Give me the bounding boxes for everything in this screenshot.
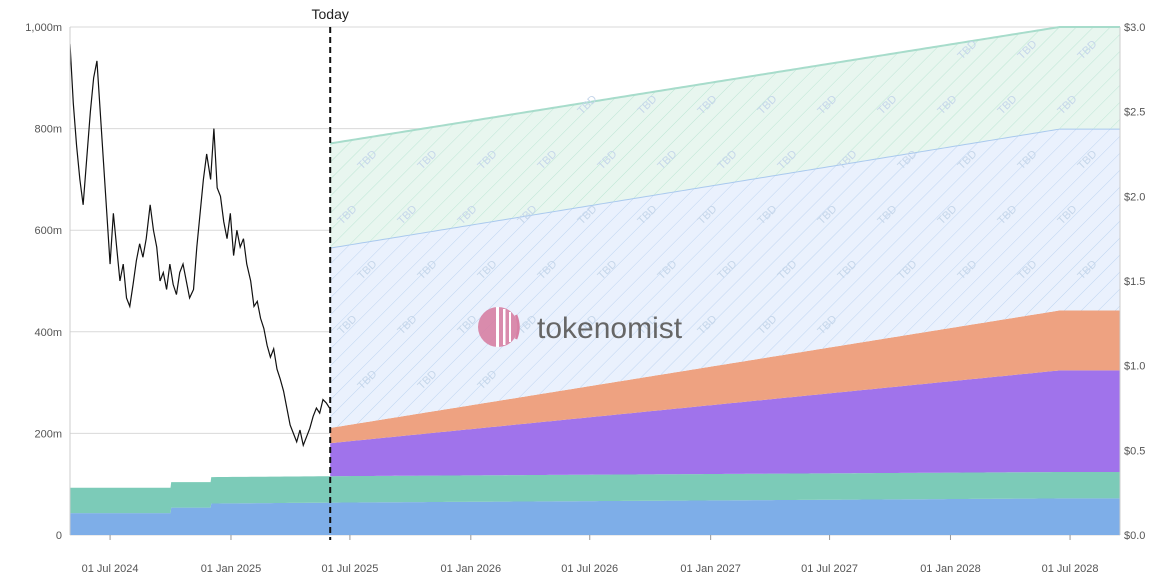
y-right-tick-label: $0.5 — [1124, 445, 1145, 457]
axes: 0 200m 400m 600m 800m 1,000m $0.0 $0.5 $1.0 $1.5 $… — [25, 22, 1145, 575]
y-right-tick-label: $3.0 — [1124, 22, 1145, 34]
price-line — [70, 43, 331, 448]
y-right-tick-label: $1.0 — [1124, 361, 1145, 373]
area-series — [70, 26, 1120, 535]
today-marker-label: Today — [312, 6, 349, 22]
x-tick-label: 01 Jul 2025 — [321, 563, 378, 575]
tbd-allocation-2-hatch — [330, 27, 1120, 248]
tokenomist-logo-icon — [478, 307, 520, 347]
watermark-text: tokenomist — [537, 312, 683, 345]
x-tick-label: 01 Jul 2026 — [561, 563, 618, 575]
y-right-tick-label: $0.0 — [1124, 530, 1145, 542]
x-tick-label: 01 Jul 2024 — [82, 563, 139, 575]
tokenomist-watermark: tokenomist — [478, 307, 683, 347]
x-tick-label: 01 Jul 2028 — [1042, 563, 1099, 575]
y-left-tick-label: 0 — [56, 530, 62, 542]
x-tick-label: 01 Jul 2027 — [801, 563, 858, 575]
y-left-tick-label: 600m — [34, 225, 62, 237]
allocation-c-area — [330, 370, 1120, 477]
y-left-tick-label: 400m — [34, 327, 62, 339]
allocation-b-area — [70, 472, 1120, 514]
x-tick-label: 01 Jan 2025 — [201, 563, 262, 575]
x-tick-label: 01 Jan 2028 — [920, 563, 981, 575]
tbd-allocation-2-edge — [330, 26, 1120, 145]
y-right-tick-label: $2.5 — [1124, 107, 1145, 119]
allocation-d-area — [330, 310, 1120, 444]
y-left-tick-label: 200m — [34, 428, 62, 440]
y-left-tick-label: 1,000m — [25, 22, 62, 34]
x-tick-label: 01 Jan 2026 — [441, 563, 502, 575]
y-left-tick-label: 800m — [34, 124, 62, 136]
y-right-tick-label: $1.5 — [1124, 276, 1145, 288]
y-right-tick-label: $2.0 — [1124, 191, 1145, 203]
allocation-a-area — [70, 498, 1120, 535]
tbd-allocation-1-hatch — [330, 128, 1120, 428]
x-tick-label: 01 Jan 2027 — [680, 563, 741, 575]
